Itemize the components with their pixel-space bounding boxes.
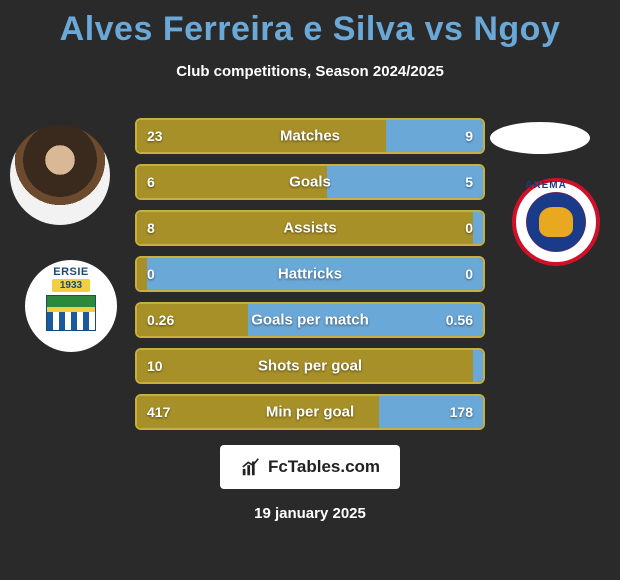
stat-label: Hattricks <box>137 266 483 283</box>
stat-row: Hattricks0 0 <box>135 256 485 292</box>
stat-value-right: 9 <box>465 128 473 144</box>
stat-row: Goals per match0.26 0.56 <box>135 302 485 338</box>
stats-bars: Matches239Goals65Assists80Hattricks00Goa… <box>135 118 485 440</box>
stat-value-right: 178 <box>450 404 473 420</box>
page-title: Alves Ferreira e Silva vs Ngoy <box>0 0 620 49</box>
stat-label: Goals <box>137 174 483 191</box>
stat-value-left: 6 <box>147 174 155 190</box>
date-text: 19 january 2025 <box>0 505 620 522</box>
stat-label: Goals per match <box>137 312 483 329</box>
stat-value-left: 0 <box>147 266 155 282</box>
chart-icon <box>240 456 262 478</box>
stat-row: Min per goal417 178 <box>135 394 485 430</box>
stat-value-right: 0 <box>465 220 473 236</box>
club-left-name: ERSIE <box>53 266 89 278</box>
stat-row: Goals6 5 <box>135 164 485 200</box>
site-logo[interactable]: FcTables.com <box>220 445 400 489</box>
club-right-lion-icon <box>526 192 586 252</box>
club-left-year: 1933 <box>52 279 90 292</box>
club-right-name: AREMA <box>504 180 588 191</box>
stat-value-right: 5 <box>465 174 473 190</box>
stat-label: Matches <box>137 128 483 145</box>
site-logo-text: FcTables.com <box>268 457 380 477</box>
stat-label: Shots per goal <box>137 358 483 375</box>
club-right-badge <box>512 178 600 266</box>
stat-value-right: 0 <box>465 266 473 282</box>
player-left-photo <box>10 125 110 225</box>
club-left-shield-icon <box>46 295 96 331</box>
club-left-badge: ERSIE 1933 <box>25 260 117 352</box>
stat-value-left: 10 <box>147 358 163 374</box>
stat-row: Shots per goal10 <box>135 348 485 384</box>
stat-value-right: 0.56 <box>446 312 473 328</box>
stat-row: Assists8 0 <box>135 210 485 246</box>
subtitle: Club competitions, Season 2024/2025 <box>0 63 620 80</box>
stat-label: Min per goal <box>137 404 483 421</box>
stat-value-left: 0.26 <box>147 312 174 328</box>
stat-label: Assists <box>137 220 483 237</box>
stat-value-left: 8 <box>147 220 155 236</box>
stat-value-left: 417 <box>147 404 170 420</box>
stat-value-left: 23 <box>147 128 163 144</box>
stat-row: Matches23 9 <box>135 118 485 154</box>
player-right-flag <box>490 122 590 154</box>
